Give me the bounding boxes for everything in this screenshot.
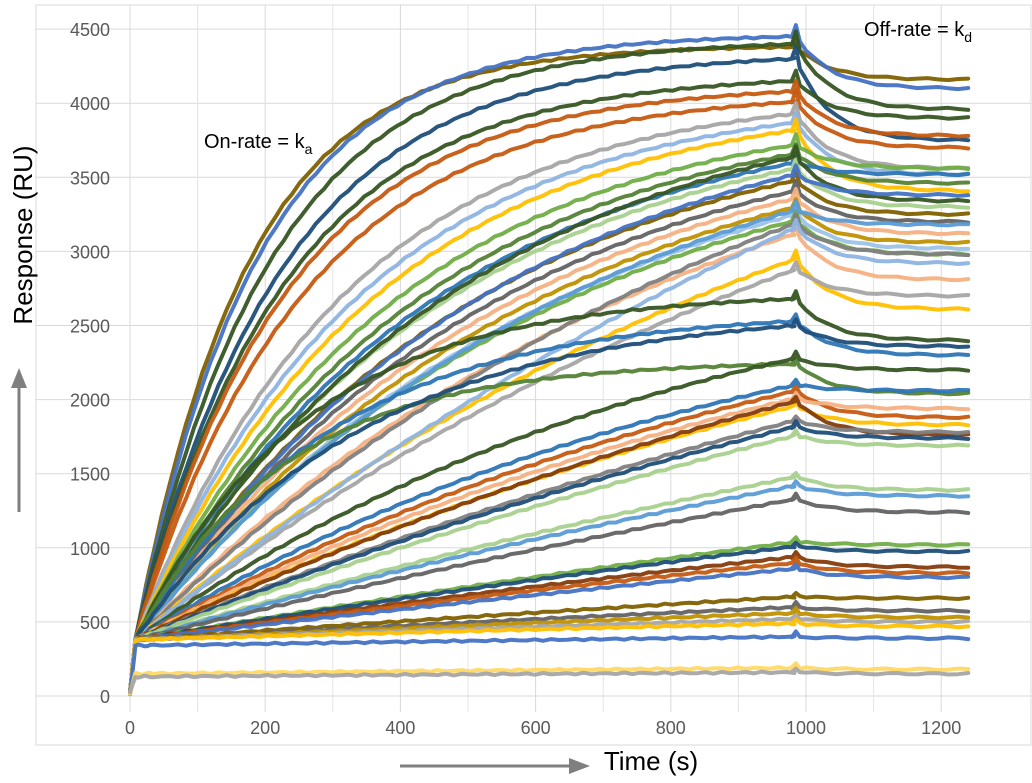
series-layer: [128, 23, 971, 696]
y-tick-label: 2000: [70, 391, 110, 411]
y-tick-label: 3000: [70, 242, 110, 262]
annotation-off-rate: Off-rate = kd: [864, 19, 972, 45]
y-tick-label: 2500: [70, 317, 110, 337]
series-line: [128, 661, 971, 696]
series-line: [128, 491, 971, 696]
plot-area-frame: [35, 4, 1032, 746]
series-line: [128, 88, 971, 696]
series-line: [128, 349, 971, 696]
series-line: [128, 44, 971, 696]
series-line: [128, 111, 971, 695]
x-tick-label: 200: [250, 718, 280, 738]
tick-labels: 0 500 1000 1500 2000 2500 3000 3500 4000 4500 0 200…: [70, 20, 961, 738]
series-line: [128, 666, 971, 695]
series-line: [128, 101, 971, 696]
x-tick-label: 1200: [921, 718, 961, 738]
x-tick-label: 800: [656, 718, 686, 738]
series-line: [128, 428, 971, 696]
y-tick-label: 1500: [70, 465, 110, 485]
y-tick-label: 3500: [70, 168, 110, 188]
series-line: [128, 562, 971, 696]
y-tick-label: 1000: [70, 539, 110, 559]
annotation-on-rate: On-rate = ka: [204, 131, 313, 157]
series-line: [128, 617, 971, 695]
y-axis-arrow: [11, 368, 27, 512]
y-tick-label: 500: [80, 613, 110, 633]
y-tick-label: 0: [100, 687, 110, 707]
series-line: [128, 29, 971, 696]
series-line: [128, 317, 971, 695]
x-tick-label: 0: [125, 718, 135, 738]
series-line: [128, 117, 971, 695]
series-line: [128, 289, 971, 696]
y-tick-label: 4000: [70, 94, 110, 114]
series-line: [128, 394, 971, 695]
y-axis-title: Response (RU): [8, 145, 38, 324]
x-tick-label: 600: [521, 718, 551, 738]
series-line: [128, 132, 971, 696]
series-line: [128, 78, 971, 695]
x-tick-label: 400: [385, 718, 415, 738]
series-line: [128, 357, 971, 695]
x-axis-arrow: [400, 758, 590, 774]
x-tick-label: 1000: [786, 718, 826, 738]
series-line: [128, 377, 971, 696]
x-axis-title: Time (s): [604, 746, 698, 776]
series-line: [128, 629, 971, 696]
y-tick-label: 4500: [70, 20, 110, 40]
